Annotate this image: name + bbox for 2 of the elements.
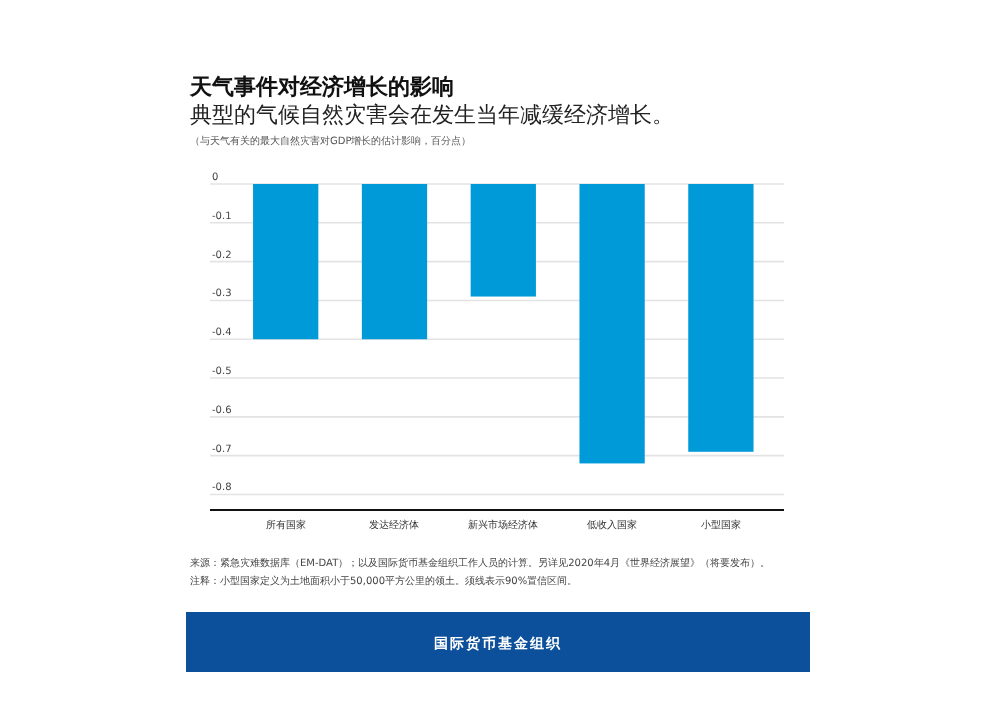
chart-subtitle: 典型的气候自然灾害会在发生当年减缓经济增长。 (190, 102, 674, 128)
chart-title: 天气事件对经济增长的影响 (188, 74, 454, 100)
